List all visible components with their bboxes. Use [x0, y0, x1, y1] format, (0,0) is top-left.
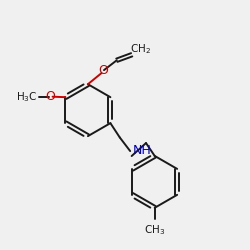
- Text: NH: NH: [133, 144, 152, 156]
- Text: CH$_3$: CH$_3$: [144, 224, 165, 237]
- Text: CH$_2$: CH$_2$: [130, 42, 151, 56]
- Text: O: O: [98, 64, 108, 77]
- Text: O: O: [46, 90, 56, 103]
- Text: H$_3$C: H$_3$C: [16, 90, 37, 104]
